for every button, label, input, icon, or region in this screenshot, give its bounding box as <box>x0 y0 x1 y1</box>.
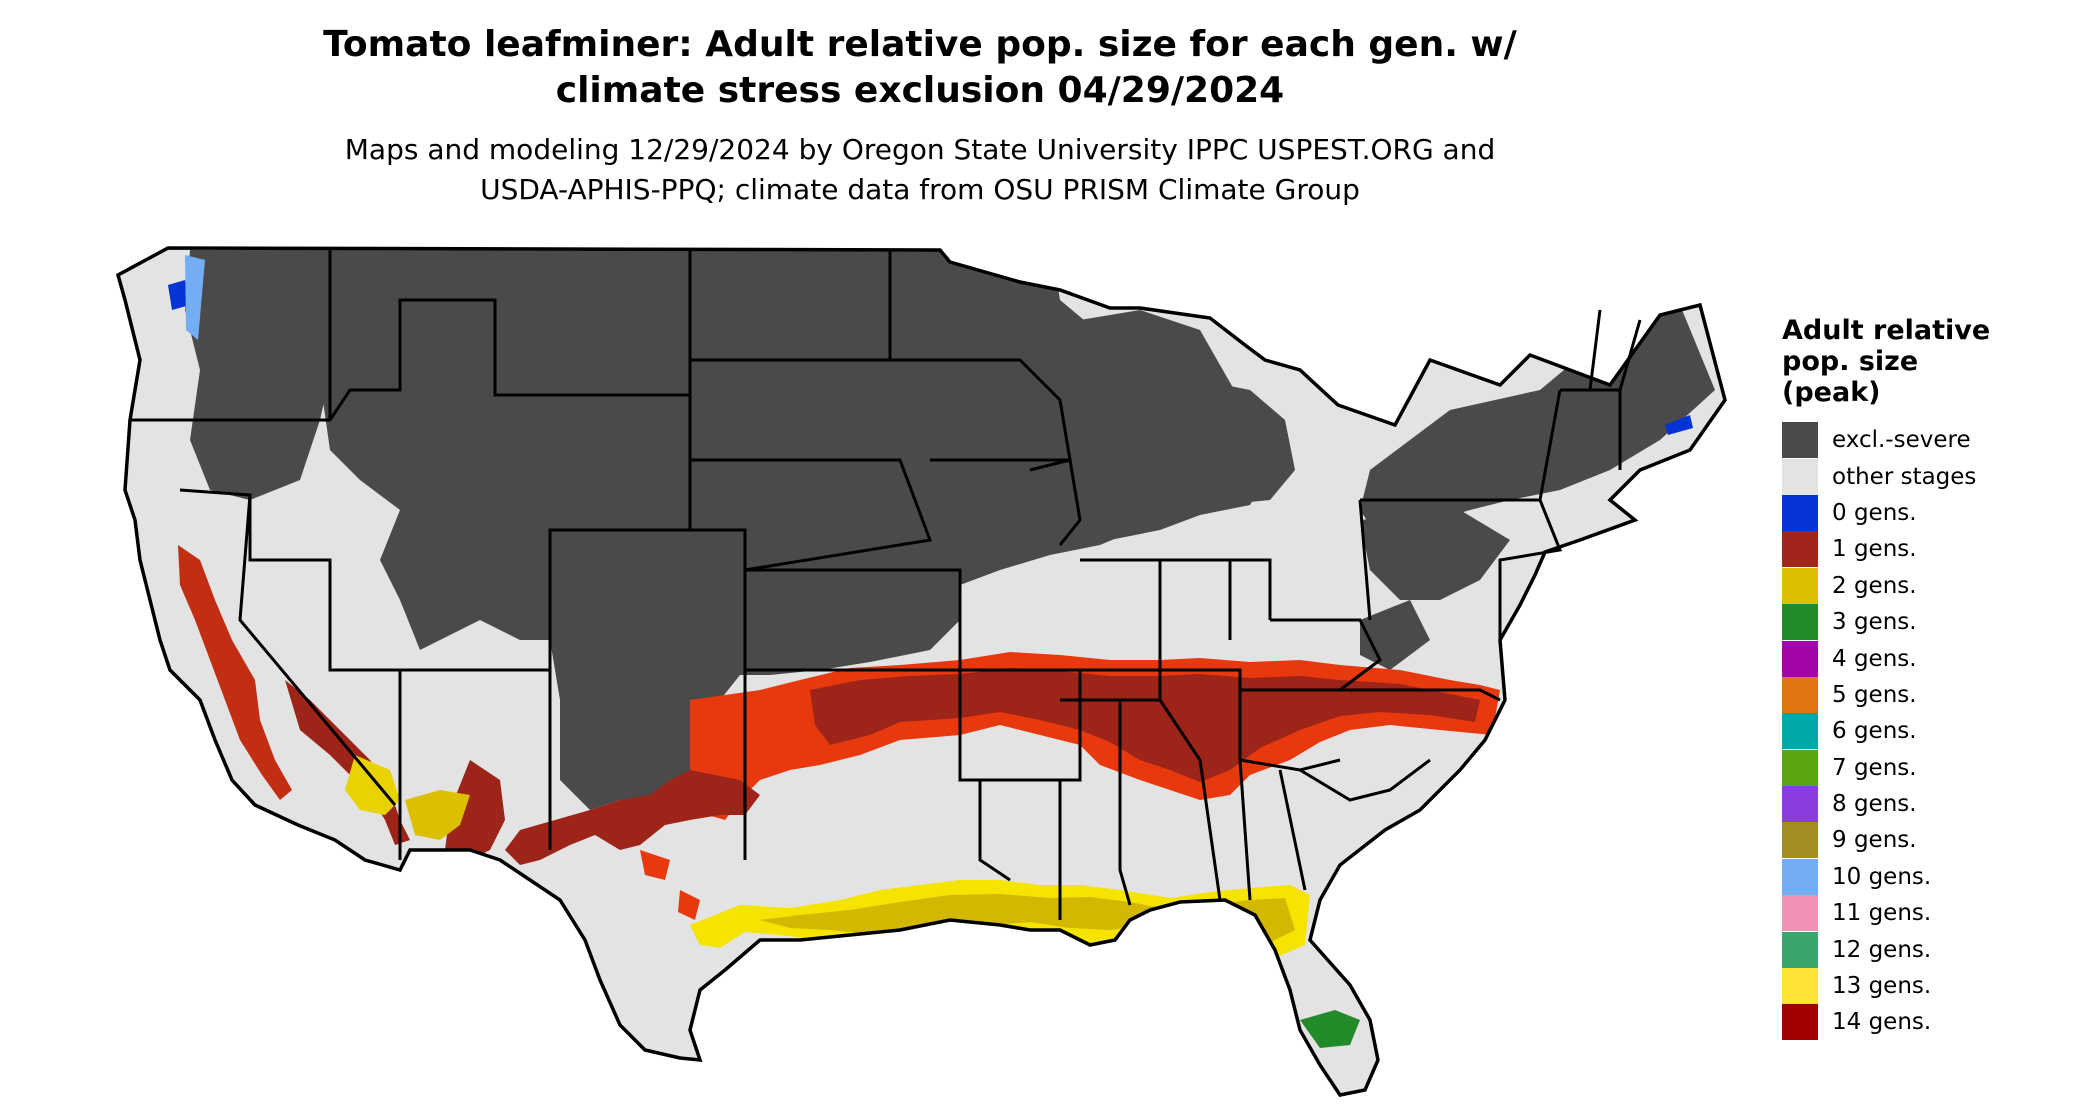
legend-label: excl.-severe <box>1832 427 1971 454</box>
gen1-texas-spot-2 <box>678 890 700 920</box>
subtitle-line-1: Maps and modeling 12/29/2024 by Oregon S… <box>344 133 1496 166</box>
map-fill-layers <box>168 248 1715 1062</box>
subtitle-line-2: USDA-APHIS-PPQ; climate data from OSU PR… <box>480 173 1360 206</box>
legend-title-line-1: Adult relative <box>1782 315 1991 346</box>
legend-label: 14 gens. <box>1832 1009 1932 1036</box>
legend-label: 5 gens. <box>1832 681 1917 708</box>
gen1-texas-spot <box>640 850 670 880</box>
legend-swatch <box>1782 640 1818 677</box>
legend-swatch <box>1782 494 1818 531</box>
state-borders <box>130 248 1642 920</box>
gen0-washington <box>168 280 190 310</box>
legend-swatch <box>1782 531 1818 568</box>
legend-item: 12 gens. <box>1782 931 2082 968</box>
legend-item: 13 gens. <box>1782 968 2082 1005</box>
legend-items: excl.-severe other stages 0 gens. 1 gens. 2 … <box>1782 422 2082 1041</box>
gen1-arizona <box>445 760 505 860</box>
legend-swatch <box>1782 749 1818 786</box>
gen2-southern-arizona <box>405 790 470 840</box>
legend-title-line-3: (peak) <box>1782 377 1881 408</box>
excluded-region-northwest <box>185 250 340 500</box>
gen1-california-coast <box>178 545 292 800</box>
legend-item: 9 gens. <box>1782 822 2082 859</box>
legend-item: other stages <box>1782 458 2082 495</box>
gen3-south-texas <box>830 1035 875 1062</box>
legend-label: 8 gens. <box>1832 791 1917 818</box>
legend-label: 11 gens. <box>1832 900 1932 927</box>
legend-item: 5 gens. <box>1782 676 2082 713</box>
excluded-region-north <box>300 248 1190 815</box>
legend-title: Adult relative pop. size (peak) <box>1782 315 2082 408</box>
excluded-region-appalachia <box>1360 510 1510 600</box>
legend-item: 3 gens. <box>1782 604 2082 641</box>
legend-label: 13 gens. <box>1832 973 1932 1000</box>
gen3-south-florida <box>1300 1010 1360 1048</box>
legend-swatch <box>1782 422 1818 459</box>
legend-label: other stages <box>1832 463 1977 490</box>
legend-swatch <box>1782 1004 1818 1041</box>
legend-item: 6 gens. <box>1782 713 2082 750</box>
legend-label: 12 gens. <box>1832 936 1932 963</box>
legend-item: 7 gens. <box>1782 749 2082 786</box>
legend-item: 1 gens. <box>1782 531 2082 568</box>
legend-item: 2 gens. <box>1782 567 2082 604</box>
map-legend: Adult relative pop. size (peak) excl.-se… <box>1782 315 2082 1041</box>
legend-item: 8 gens. <box>1782 786 2082 823</box>
legend-label: 3 gens. <box>1832 609 1917 636</box>
legend-swatch <box>1782 786 1818 823</box>
map-title: Tomato leafminer: Adult relative pop. si… <box>230 22 1610 114</box>
gen0-maine <box>1665 415 1693 435</box>
legend-label: 6 gens. <box>1832 718 1917 745</box>
legend-item: 11 gens. <box>1782 895 2082 932</box>
gen1-southwest <box>505 770 760 865</box>
title-line-2: climate stress exclusion 04/29/2024 <box>555 70 1285 111</box>
gen2-southeast-arizona <box>345 755 400 815</box>
legend-swatch <box>1782 567 1818 604</box>
excluded-region-michigan <box>1200 380 1295 505</box>
legend-swatch <box>1782 968 1818 1005</box>
legend-label: 2 gens. <box>1832 572 1917 599</box>
legend-swatch <box>1782 604 1818 641</box>
gen1-band-core <box>810 668 1480 782</box>
legend-label: 1 gens. <box>1832 536 1917 563</box>
legend-title-line-2: pop. size <box>1782 346 1919 377</box>
legend-swatch <box>1782 895 1818 932</box>
legend-item: 4 gens. <box>1782 640 2082 677</box>
legend-item: 0 gens. <box>1782 494 2082 531</box>
legend-label: 4 gens. <box>1832 645 1917 672</box>
gen10-washington <box>185 255 205 340</box>
title-line-1: Tomato leafminer: Adult relative pop. si… <box>323 24 1517 65</box>
legend-swatch <box>1782 676 1818 713</box>
legend-swatch <box>1782 822 1818 859</box>
legend-label: 10 gens. <box>1832 863 1932 890</box>
legend-swatch <box>1782 858 1818 895</box>
legend-swatch <box>1782 713 1818 750</box>
us-map <box>116 246 1727 1097</box>
legend-item: 10 gens. <box>1782 858 2082 895</box>
legend-label: 9 gens. <box>1832 827 1917 854</box>
legend-swatch <box>1782 931 1818 968</box>
legend-item: 14 gens. <box>1782 1004 2082 1041</box>
map-subtitle: Maps and modeling 12/29/2024 by Oregon S… <box>230 130 1610 210</box>
legend-swatch <box>1782 458 1818 495</box>
legend-label: 0 gens. <box>1832 499 1917 526</box>
legend-item: excl.-severe <box>1782 422 2082 459</box>
legend-label: 7 gens. <box>1832 754 1917 781</box>
